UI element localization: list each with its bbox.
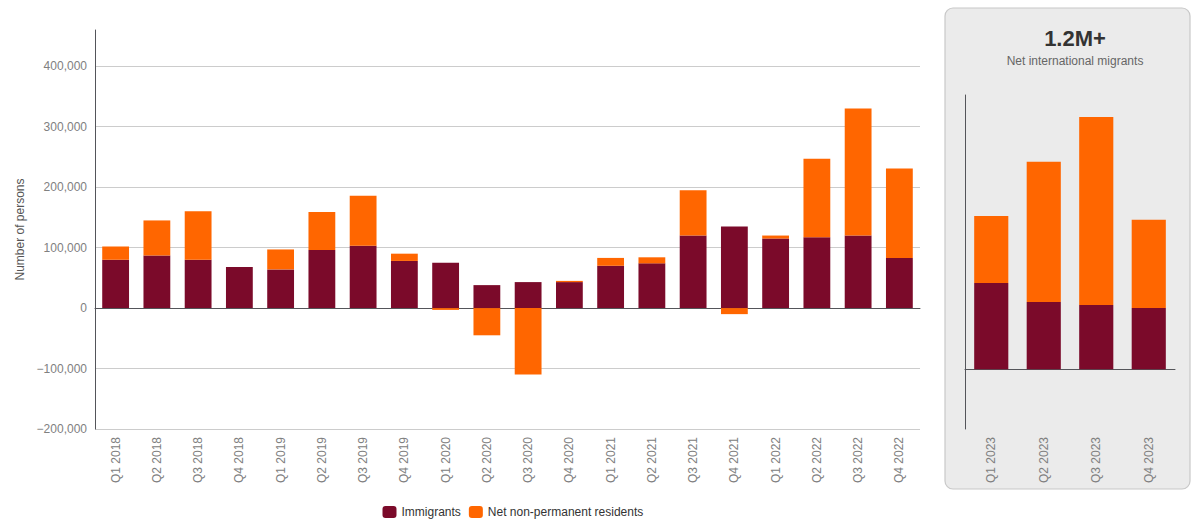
svg-text:Q2 2020: Q2 2020 — [480, 437, 494, 483]
svg-text:Q1 2018: Q1 2018 — [109, 437, 123, 483]
svg-text:Q4 2020: Q4 2020 — [562, 437, 576, 483]
svg-text:Q2 2023: Q2 2023 — [1037, 437, 1051, 483]
svg-text:Net non-permanent residents: Net non-permanent residents — [488, 505, 643, 519]
svg-text:Q4 2019: Q4 2019 — [397, 437, 411, 483]
svg-text:Q4 2018: Q4 2018 — [232, 437, 246, 483]
svg-text:Immigrants: Immigrants — [402, 505, 461, 519]
svg-text:Q3 2020: Q3 2020 — [521, 437, 535, 483]
svg-text:Q1 2020: Q1 2020 — [439, 437, 453, 483]
svg-text:Q3 2018: Q3 2018 — [191, 437, 205, 483]
svg-text:Q2 2022: Q2 2022 — [810, 437, 824, 483]
svg-text:400,000: 400,000 — [44, 59, 88, 73]
svg-text:Q4 2023: Q4 2023 — [1142, 437, 1156, 483]
svg-text:Q2 2019: Q2 2019 — [315, 437, 329, 483]
svg-text:1.2M+: 1.2M+ — [1044, 26, 1106, 51]
svg-text:Q4 2022: Q4 2022 — [892, 437, 906, 483]
svg-text:Q3 2021: Q3 2021 — [686, 437, 700, 483]
svg-text:Q2 2018: Q2 2018 — [150, 437, 164, 483]
svg-text:Q3 2019: Q3 2019 — [356, 437, 370, 483]
svg-text:−200,000: −200,000 — [37, 422, 88, 436]
svg-text:Number of persons: Number of persons — [13, 178, 27, 280]
svg-text:0: 0 — [80, 301, 87, 315]
svg-text:Q2 2021: Q2 2021 — [645, 437, 659, 483]
svg-text:Q1 2023: Q1 2023 — [984, 437, 998, 483]
svg-text:Q1 2022: Q1 2022 — [769, 437, 783, 483]
svg-text:100,000: 100,000 — [44, 241, 88, 255]
svg-text:Q1 2019: Q1 2019 — [274, 437, 288, 483]
svg-text:200,000: 200,000 — [44, 180, 88, 194]
svg-text:Q3 2022: Q3 2022 — [851, 437, 865, 483]
svg-text:−100,000: −100,000 — [37, 362, 88, 376]
svg-text:Q3 2023: Q3 2023 — [1089, 437, 1103, 483]
svg-text:Q4 2021: Q4 2021 — [727, 437, 741, 483]
svg-text:300,000: 300,000 — [44, 120, 88, 134]
svg-text:Net international migrants: Net international migrants — [1007, 54, 1144, 68]
svg-text:Q1 2021: Q1 2021 — [604, 437, 618, 483]
